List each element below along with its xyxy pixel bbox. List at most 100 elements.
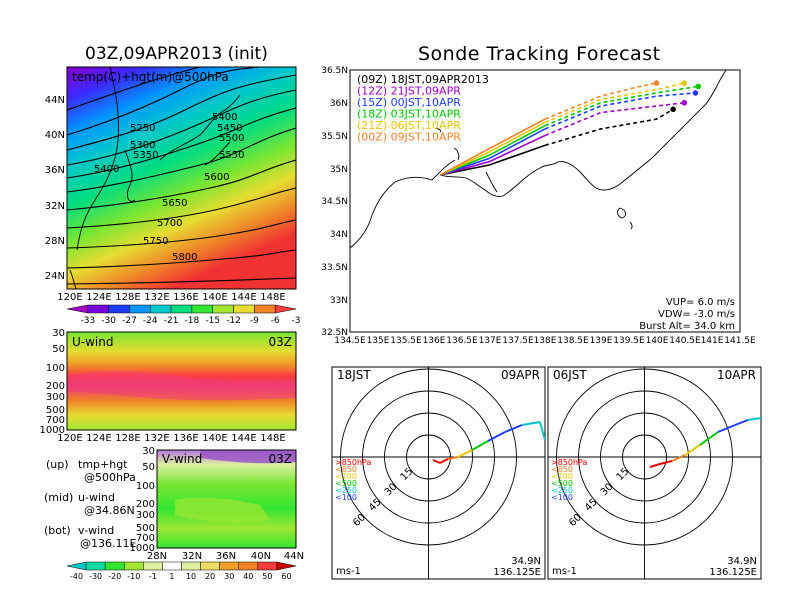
svg-text:30: 30	[52, 328, 65, 339]
track-descent-line	[544, 82, 685, 124]
wind-colorbar-swatch	[276, 561, 297, 571]
temp-colorbar-label: -12	[226, 316, 241, 326]
hodograph-trace	[659, 460, 673, 465]
hodograph-lat: 34.9N	[511, 556, 541, 567]
svg-text:136.5E: 136.5E	[446, 336, 478, 346]
svg-text:128E: 128E	[115, 433, 140, 444]
svg-text:200: 200	[46, 381, 65, 392]
svg-text:140E: 140E	[202, 433, 227, 444]
temp-colorbar-label: -9	[250, 316, 259, 326]
track-landing-point	[692, 90, 699, 96]
wind-colorbar-label: -1	[149, 572, 157, 581]
svg-text:5750: 5750	[143, 236, 168, 247]
hodograph-trace	[447, 456, 459, 460]
hodograph-unit: ms-1	[552, 566, 577, 577]
svg-text:35N: 35N	[330, 165, 348, 175]
hodograph-trace	[747, 417, 761, 421]
map-lat-ticks: 36.5N 36N 35.5N 35N 34.5N 34N 33.5N 33N …	[321, 66, 348, 338]
svg-text:5450: 5450	[217, 123, 242, 134]
svg-text:40N: 40N	[45, 130, 65, 141]
svg-text:5500: 5500	[219, 133, 244, 144]
wind-colorbar-label: 1	[169, 572, 174, 581]
temp-colorbar-label: -33	[80, 316, 95, 326]
height-contours	[67, 67, 296, 285]
svg-text:33N: 33N	[330, 296, 348, 306]
svg-text:140E: 140E	[646, 336, 669, 346]
wind-colorbar-swatch	[181, 561, 201, 571]
wind-colorbar-label: -10	[127, 572, 140, 581]
track-ascent-line	[440, 124, 546, 176]
right-title: Sonde Tracking Forecast	[418, 43, 661, 65]
svg-text:134.5E: 134.5E	[334, 336, 366, 346]
svg-text:33.5N: 33.5N	[321, 263, 348, 273]
track-map: 36.5N 36N 35.5N 35N 34.5N 34N 33.5N 33N …	[321, 66, 756, 346]
svg-text:136E: 136E	[423, 336, 446, 346]
temp-colorbar-swatch	[274, 304, 297, 314]
svg-text:137.5E: 137.5E	[502, 336, 534, 346]
track-ascent-line	[440, 121, 546, 176]
svg-text:1000: 1000	[130, 543, 155, 554]
wind-colorbar-label: 60	[281, 572, 291, 581]
svg-text:140.5E: 140.5E	[669, 336, 701, 346]
svg-text:136E: 136E	[173, 292, 198, 303]
wind-colorbar-swatch	[104, 561, 125, 571]
svg-text:100: 100	[136, 481, 155, 492]
hodograph-level-label: >850hPa	[335, 458, 372, 467]
temp-colorbar-label: -3	[292, 316, 301, 326]
temp-colorbar-label: -30	[101, 316, 116, 326]
svg-text:5300: 5300	[130, 140, 155, 151]
svg-text:36N: 36N	[330, 99, 348, 109]
svg-text:136E: 136E	[173, 433, 198, 444]
temp-colorbar-swatch	[87, 304, 109, 314]
hodograph-06jst: 06JST 10APR15304560>850hPa<850<700<500<25…	[547, 366, 762, 580]
temp-colorbar-swatch	[129, 304, 151, 314]
svg-text:144E: 144E	[231, 433, 256, 444]
svg-text:50: 50	[142, 462, 155, 473]
hodograph-trace	[487, 431, 506, 442]
track-descent-line	[544, 92, 696, 130]
svg-text:5250: 5250	[130, 123, 155, 134]
wind-colorbar: -40 -30 -20 -10 -1 1 10 20 30 40 50 60	[66, 561, 297, 581]
svg-text:36.5N: 36.5N	[321, 66, 348, 76]
hodograph-date-label: 09APR	[501, 368, 540, 382]
hodograph-trace	[671, 454, 686, 462]
temp-height-panel: temp(C)+hgt(m)@500hPa 5250 5300 5350 540…	[45, 66, 297, 303]
panel-notes: (up) tmp+hgt @500hPa (mid) u-wind @34.86…	[44, 458, 136, 550]
wind-colorbar-label: -20	[108, 572, 121, 581]
svg-text:120E: 120E	[57, 433, 82, 444]
temp-colorbar-swatch	[212, 304, 234, 314]
hodograph-unit: ms-1	[336, 566, 361, 577]
u-lon-ticks: 120E 124E 128E 132E 136E 140E 144E 148E	[57, 433, 285, 444]
svg-text:(up): (up)	[46, 458, 69, 471]
temp-colorbar-swatch	[108, 304, 130, 314]
svg-text:120E: 120E	[57, 292, 82, 303]
hodograph-level-label: <700	[551, 472, 573, 481]
upper-lon-ticks: 120E 124E 128E 132E 136E 140E 144E 148E	[57, 292, 285, 303]
svg-text:500: 500	[136, 523, 155, 534]
svg-text:144E: 144E	[231, 292, 256, 303]
svg-text:28N: 28N	[45, 236, 65, 247]
svg-text:28N: 28N	[147, 551, 167, 562]
track-legend-entry: (15Z) 00JST,10APR	[357, 96, 461, 109]
vup-text: VUP= 6.0 m/s	[666, 297, 735, 308]
hodograph-trace	[699, 431, 719, 446]
track-ascent-line	[440, 144, 546, 176]
track-legend-entry: (09Z) 18JST,09APR2013	[357, 73, 489, 86]
hodograph-trace	[717, 424, 736, 433]
svg-text:139.5E: 139.5E	[613, 336, 645, 346]
left-title: 03Z,09APR2013 (init)	[85, 44, 268, 64]
track-legend: (09Z) 18JST,09APR2013(12Z) 21JST,09APR(1…	[357, 73, 489, 144]
contour-labels: 5250 5300 5350 5400 5400 5450 5500 5550 …	[94, 112, 244, 263]
track-legend-entry: (00Z) 09JST,10APR	[357, 131, 461, 144]
hodograph-frame	[331, 366, 546, 580]
temp-field	[67, 67, 296, 289]
hodograph-trace	[684, 444, 701, 456]
v-wind-panel: V-wind 03Z 30 50 100 200 300 500 700 100…	[130, 446, 305, 562]
svg-text:5650: 5650	[162, 198, 187, 209]
svg-text:139E: 139E	[590, 336, 613, 346]
u-wind-label: U-wind	[72, 335, 113, 349]
svg-text:124E: 124E	[86, 433, 111, 444]
temp-colorbar-swatch	[150, 304, 172, 314]
temp-colorbar-swatch	[170, 304, 193, 314]
temp-colorbar-swatch	[254, 304, 276, 314]
